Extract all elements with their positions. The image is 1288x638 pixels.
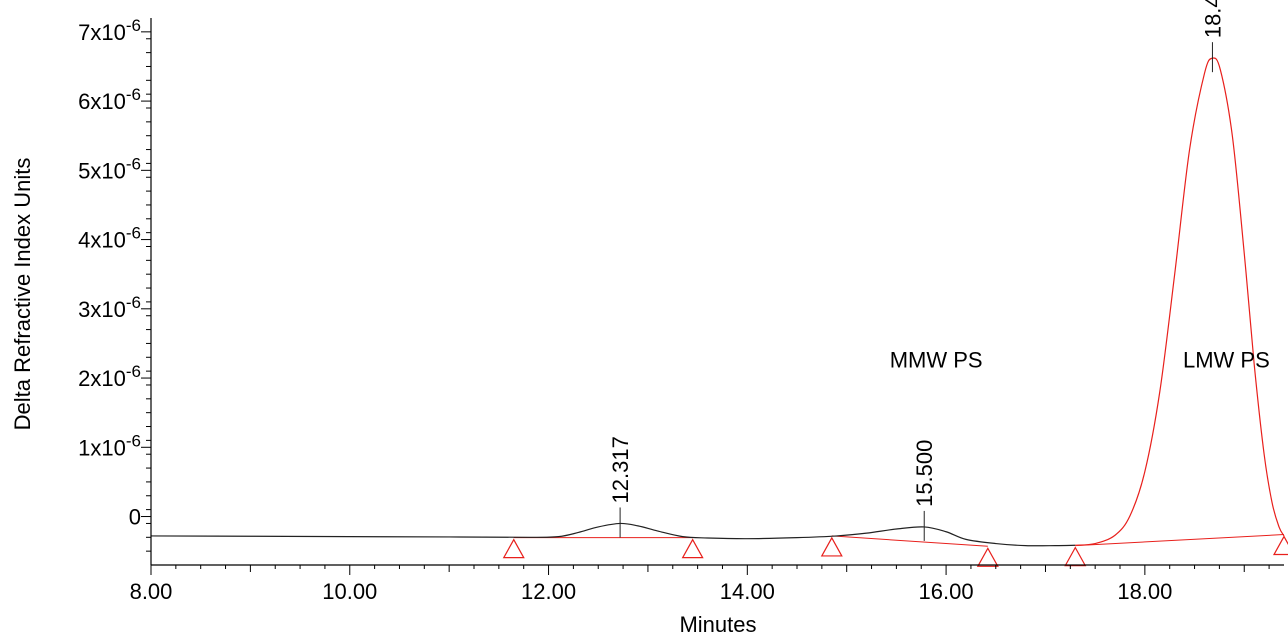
peak-labels: 12.317 15.500 18.441 [608,0,1225,541]
peak-retention-label: 18.441 [1200,0,1225,38]
integration-marker-triangle [1064,546,1087,567]
x-tick-label: 8.00 [130,579,173,604]
trace-red [1075,57,1285,546]
y-tick-label: 4x10-6 [78,224,141,253]
axes: 0 1x10-6 2x10-6 3x10-6 4x10-6 5x10-6 6x10-6 7x1… [78,16,1284,604]
x-tick-label: 18.00 [1117,579,1172,604]
x-tick-label: 14.00 [720,579,775,604]
y-tick-label: 3x10-6 [78,293,141,322]
x-axis-label: Minutes [679,612,756,637]
peak-retention-label: 12.317 [608,436,633,503]
integration-markers [502,535,1288,567]
integration-marker-triangle [976,547,999,567]
peak-retention-label: 15.500 [912,440,937,507]
integration-baselines [513,534,1285,547]
peak-annotation: LMW PS [1183,348,1270,373]
y-tick-label: 1x10-6 [78,431,141,460]
chromatogram-traces [150,57,1285,547]
x-tick-label: 10.00 [322,579,377,604]
integration-marker-triangle [681,538,704,559]
x-tick-label: 12.00 [521,579,576,604]
y-tick-label: 7x10-6 [78,16,141,45]
y-tick-label: 5x10-6 [78,154,141,183]
baseline-segment [1075,534,1285,547]
y-tick-label: 0 [129,505,141,530]
peak-annotation: MMW PS [890,348,983,373]
baseline-segment [831,535,988,547]
annotations: MMW PS LMW PS [890,348,1270,373]
y-axis-label: Delta Refractive Index Units [10,158,35,431]
trace-black [150,522,1076,547]
integration-marker-triangle [502,538,525,559]
x-tick-label: 16.00 [919,579,974,604]
y-tick-label: 6x10-6 [78,85,141,114]
integration-marker-triangle [1272,535,1288,556]
y-tick-label: 2x10-6 [78,362,141,391]
integration-marker-triangle [820,536,843,557]
